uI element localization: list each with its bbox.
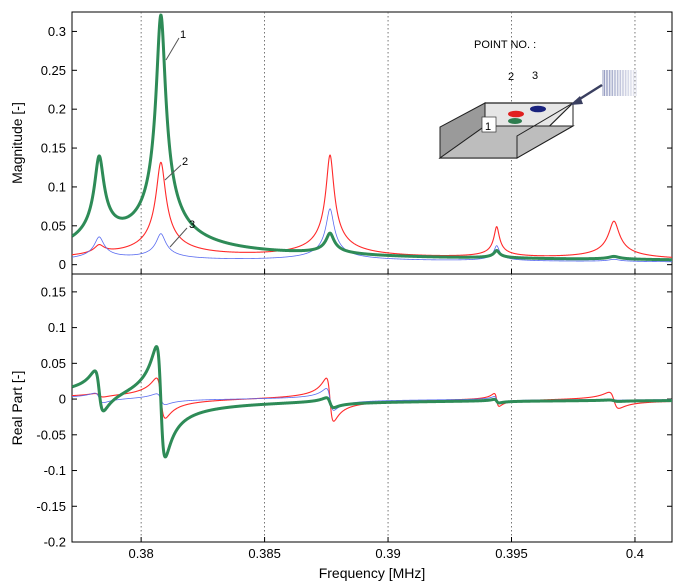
- y-tick-label: -0.2: [44, 535, 66, 550]
- y-tick-label: 0.15: [41, 141, 66, 156]
- y-tick-label: 0.15: [41, 284, 66, 299]
- y-tick-label: 0.05: [41, 218, 66, 233]
- inset-label-2: 2: [508, 71, 514, 83]
- real-part-grid: [140, 274, 636, 542]
- inset-point-1-dot: [508, 118, 522, 124]
- magnitude-series-point-3: [72, 208, 672, 263]
- y-tick-label: -0.1: [44, 463, 66, 478]
- inset-label-1: 1: [485, 121, 491, 133]
- x-tick-label: 0.385: [248, 546, 281, 561]
- y-tick-label: 0: [59, 257, 66, 272]
- real-part-y-ticks: -0.2 -0.15 -0.1 -0.05 0 0.05 0.1 0.15: [36, 284, 672, 550]
- inset-label-3: 3: [532, 70, 538, 82]
- inset-point-3-dot: [530, 105, 546, 113]
- y-tick-label: 0.1: [48, 320, 66, 335]
- magnitude-series-point-2: [72, 154, 672, 258]
- x-axis-label: Frequency [MHz]: [319, 565, 426, 581]
- y-tick-label: 0.2: [48, 102, 66, 117]
- real-part-y-axis-label: Real Part [-]: [9, 371, 25, 446]
- excitation-arrow-head: [570, 96, 583, 105]
- x-tick-label: 0.39: [375, 546, 400, 561]
- y-tick-label: 0.25: [41, 63, 66, 78]
- y-tick-label: 0.3: [48, 24, 66, 39]
- y-tick-label: 0: [59, 392, 66, 407]
- excitation-wave-icon: [602, 70, 637, 96]
- real-part-panel: -0.2 -0.15 -0.1 -0.05 0 0.05 0.1 0.15 Real Part…: [9, 273, 673, 550]
- magnitude-y-ticks: 0 0.05 0.1 0.15 0.2 0.25 0.3: [41, 24, 672, 272]
- callout-leader-2: [164, 164, 182, 181]
- magnitude-axes-frame: [71, 11, 673, 275]
- inset-title: POINT NO. :: [474, 39, 536, 51]
- x-tick-label: 0.4: [626, 546, 644, 561]
- y-tick-label: -0.05: [36, 427, 66, 442]
- magnitude-panel: 0 0.05 0.1 0.15 0.2 0.25 0.3 Magnitude [-] 1 2…: [9, 11, 673, 275]
- x-tick-label: 0.395: [495, 546, 528, 561]
- magnitude-y-axis-label: Magnitude [-]: [9, 102, 25, 184]
- real-part-axes-frame: [71, 273, 673, 543]
- inset-point-1-marker: [481, 116, 497, 133]
- real-part-series-point-1: [72, 345, 672, 459]
- magnitude-series-point-1: [72, 13, 672, 262]
- curve-label-3: 3: [189, 219, 195, 231]
- y-tick-label: -0.15: [36, 499, 66, 514]
- callout-leader-1: [165, 37, 180, 61]
- inset-point-2-dot: [508, 110, 524, 118]
- measurement-points-inset: POINT NO. : 2 3 1: [438, 39, 637, 159]
- y-tick-label: 0.1: [48, 179, 66, 194]
- callout-leader-3: [169, 227, 188, 248]
- x-axis-ticks: 0.38 0.385 0.39 0.395 0.4: [128, 269, 644, 561]
- x-tick-label: 0.38: [128, 546, 153, 561]
- y-tick-label: 0.05: [41, 356, 66, 371]
- curve-label-2: 2: [182, 156, 188, 168]
- curve-label-1: 1: [180, 29, 186, 41]
